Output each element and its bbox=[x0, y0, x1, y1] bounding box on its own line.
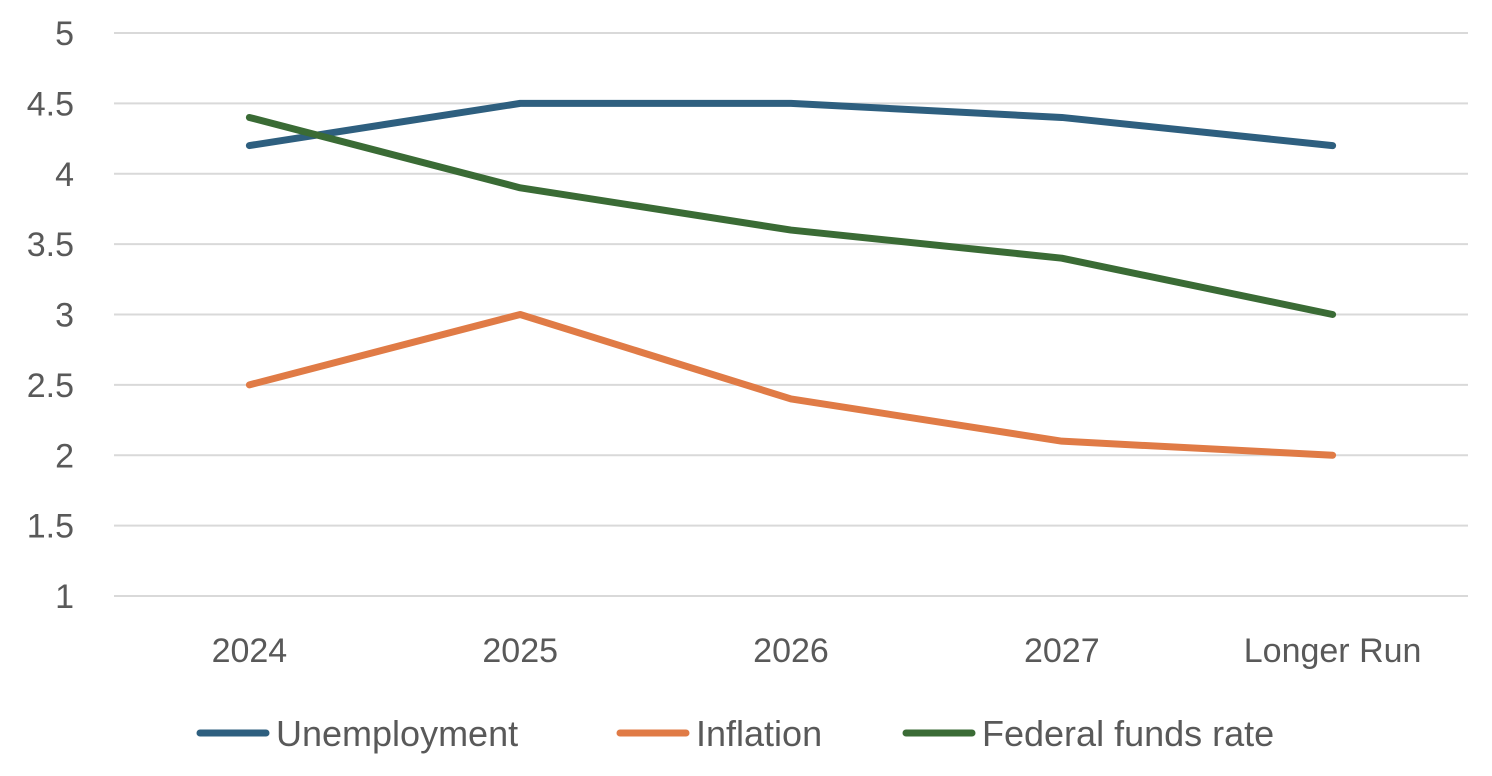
y-tick-label: 3.5 bbox=[27, 226, 74, 264]
y-tick-label: 2.5 bbox=[27, 367, 74, 405]
legend-label-unemployment: Unemployment bbox=[276, 713, 518, 754]
legend-label-inflation: Inflation bbox=[696, 713, 822, 754]
gridlines bbox=[114, 32, 1468, 597]
legend-label-federal-funds-rate: Federal funds rate bbox=[982, 713, 1274, 754]
x-tick-label: 2025 bbox=[482, 632, 558, 670]
y-tick-label: 1.5 bbox=[27, 508, 74, 546]
y-tick-label: 5 bbox=[55, 15, 74, 53]
y-tick-label: 3 bbox=[55, 297, 74, 335]
series-line-unemployment bbox=[245, 99, 1337, 150]
x-tick-label: 2027 bbox=[1024, 632, 1100, 670]
y-axis-ticks: 1 1.5 2 2.5 3 3.5 4 4.5 5 bbox=[27, 15, 74, 616]
x-tick-label: Longer Run bbox=[1244, 632, 1422, 670]
legend: Unemployment Inflation Federal funds rate bbox=[196, 713, 1274, 754]
x-axis-ticks: 2024 2025 2026 2027 Longer Run bbox=[212, 632, 1422, 670]
y-tick-label: 1 bbox=[55, 578, 74, 616]
series-lines bbox=[245, 99, 1337, 459]
y-tick-label: 4 bbox=[55, 156, 74, 194]
x-tick-label: 2026 bbox=[753, 632, 829, 670]
y-tick-label: 4.5 bbox=[27, 85, 74, 123]
series-line-inflation bbox=[245, 311, 1337, 459]
series-line-federal-funds-rate bbox=[245, 113, 1337, 318]
x-tick-label: 2024 bbox=[212, 632, 288, 670]
y-tick-label: 2 bbox=[55, 437, 74, 475]
